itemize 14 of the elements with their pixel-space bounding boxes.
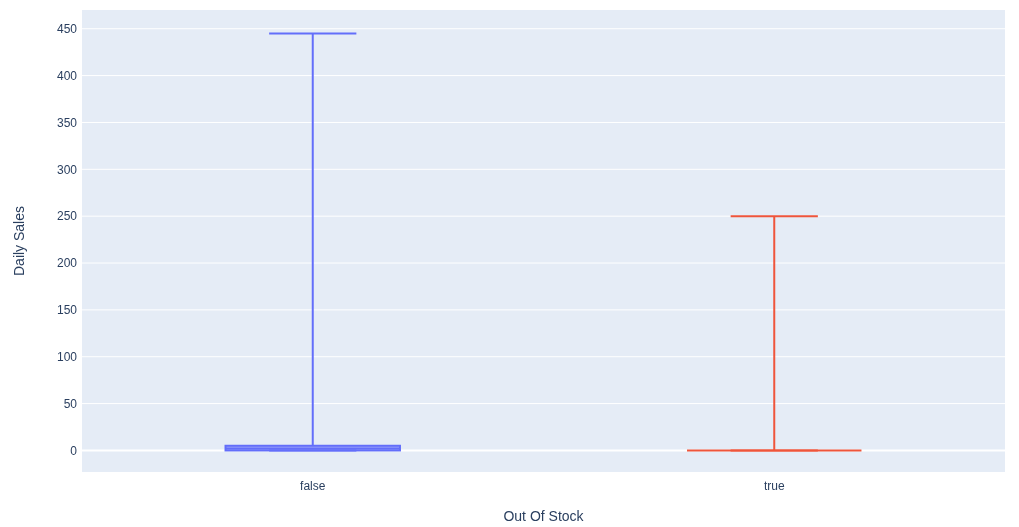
y-tick-label: 400 xyxy=(56,68,78,83)
y-tick-label: 250 xyxy=(56,209,78,224)
y-tick-label: 300 xyxy=(56,162,78,177)
y-tick-label: 200 xyxy=(56,256,78,271)
y-tick-label: 100 xyxy=(56,349,78,364)
y-axis-title: Daily Sales xyxy=(11,205,27,277)
x-axis-title: Out Of Stock xyxy=(503,508,585,524)
x-tick-label: true xyxy=(763,479,785,493)
x-tick-label: false xyxy=(300,479,326,493)
y-tick-label: 350 xyxy=(56,115,78,130)
y-tick-label: 0 xyxy=(70,443,78,458)
y-tick-label: 150 xyxy=(56,303,78,318)
y-tick-label: 50 xyxy=(63,396,78,411)
y-tick-label: 450 xyxy=(56,21,78,36)
